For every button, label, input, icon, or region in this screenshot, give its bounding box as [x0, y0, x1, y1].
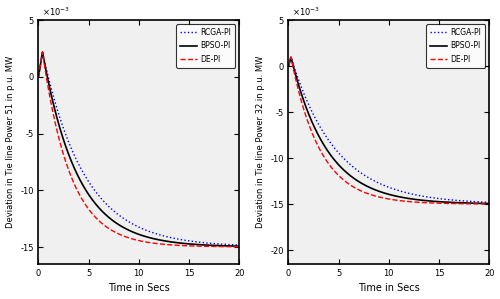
- BPSO-PI: [236, 244, 242, 248]
- RCGA-PI: [371, 179, 377, 183]
- DE-PI: [486, 202, 492, 206]
- BPSO-PI: [232, 244, 238, 248]
- BPSO-PI: [286, 65, 292, 68]
- BPSO-PI: [371, 188, 377, 191]
- BPSO-PI: [308, 119, 314, 122]
- RCGA-PI: [320, 130, 326, 134]
- DE-PI: [362, 191, 368, 195]
- DE-PI: [236, 245, 242, 248]
- DE-PI: [112, 231, 118, 234]
- DE-PI: [288, 55, 294, 59]
- BPSO-PI: [70, 164, 76, 168]
- DE-PI: [232, 245, 238, 248]
- DE-PI: [460, 202, 466, 205]
- BPSO-PI: [288, 55, 294, 59]
- BPSO-PI: [40, 50, 46, 54]
- RCGA-PI: [70, 151, 76, 155]
- DE-PI: [36, 75, 42, 79]
- DE-PI: [58, 146, 64, 150]
- RCGA-PI: [486, 201, 492, 204]
- DE-PI: [70, 180, 76, 184]
- RCGA-PI: [210, 242, 216, 245]
- Line: RCGA-PI: RCGA-PI: [38, 52, 239, 245]
- Text: $\times 10^{-3}$: $\times 10^{-3}$: [42, 5, 70, 18]
- Line: RCGA-PI: RCGA-PI: [288, 57, 489, 202]
- Line: DE-PI: DE-PI: [288, 57, 489, 204]
- RCGA-PI: [482, 200, 488, 204]
- RCGA-PI: [308, 109, 314, 112]
- RCGA-PI: [236, 243, 242, 247]
- RCGA-PI: [232, 243, 238, 247]
- X-axis label: Time in Secs: Time in Secs: [358, 283, 420, 293]
- RCGA-PI: [36, 75, 42, 79]
- BPSO-PI: [58, 132, 64, 135]
- BPSO-PI: [460, 201, 466, 205]
- BPSO-PI: [320, 142, 326, 146]
- RCGA-PI: [58, 121, 64, 124]
- BPSO-PI: [121, 226, 127, 230]
- DE-PI: [286, 65, 292, 68]
- DE-PI: [308, 129, 314, 133]
- RCGA-PI: [121, 217, 127, 221]
- RCGA-PI: [362, 174, 368, 178]
- BPSO-PI: [486, 202, 492, 205]
- DE-PI: [371, 194, 377, 198]
- Y-axis label: Deviation in Tie line Power 51 in p.u. MW: Deviation in Tie line Power 51 in p.u. M…: [6, 56, 15, 228]
- RCGA-PI: [460, 199, 466, 203]
- Line: BPSO-PI: BPSO-PI: [288, 57, 489, 204]
- DE-PI: [210, 245, 216, 248]
- BPSO-PI: [362, 184, 368, 187]
- X-axis label: Time in Secs: Time in Secs: [108, 283, 170, 293]
- Legend: RCGA-PI, BPSO-PI, DE-PI: RCGA-PI, BPSO-PI, DE-PI: [176, 24, 236, 68]
- Legend: RCGA-PI, BPSO-PI, DE-PI: RCGA-PI, BPSO-PI, DE-PI: [426, 24, 486, 68]
- BPSO-PI: [210, 244, 216, 247]
- Text: $\times 10^{-3}$: $\times 10^{-3}$: [292, 5, 320, 18]
- RCGA-PI: [288, 55, 294, 59]
- RCGA-PI: [40, 50, 46, 54]
- BPSO-PI: [112, 221, 118, 224]
- BPSO-PI: [482, 202, 488, 205]
- DE-PI: [320, 154, 326, 158]
- DE-PI: [121, 234, 127, 238]
- DE-PI: [482, 202, 488, 206]
- RCGA-PI: [112, 210, 118, 214]
- BPSO-PI: [36, 75, 42, 79]
- Line: DE-PI: DE-PI: [38, 52, 239, 247]
- Line: BPSO-PI: BPSO-PI: [38, 52, 239, 246]
- Y-axis label: Deviation in Tie line Power 32 in p.u. MW: Deviation in Tie line Power 32 in p.u. M…: [256, 56, 264, 228]
- DE-PI: [40, 50, 46, 54]
- RCGA-PI: [286, 65, 292, 68]
